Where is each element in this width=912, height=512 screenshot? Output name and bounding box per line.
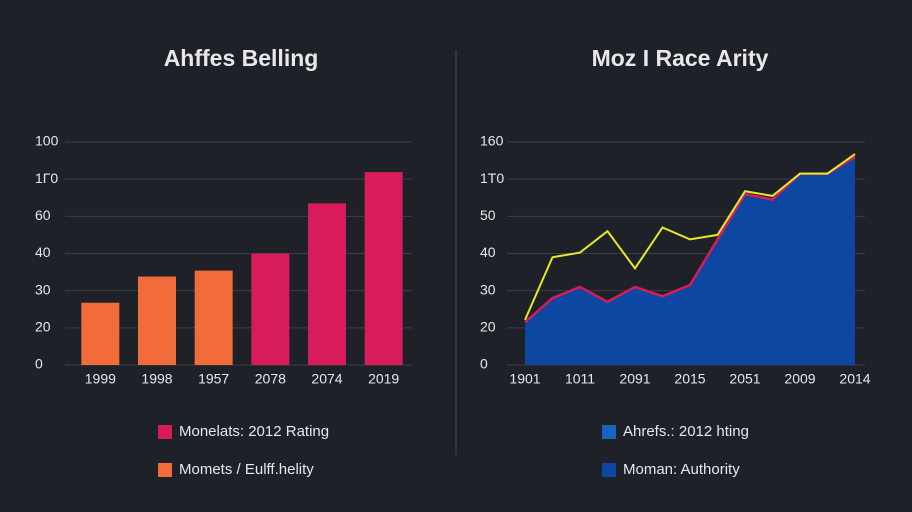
- y-tick-label: 0: [480, 356, 488, 372]
- legend-swatch: [158, 425, 172, 439]
- y-tick-label: 1T0: [480, 170, 504, 186]
- legend-swatch: [158, 463, 172, 477]
- line: [524, 153, 856, 321]
- y-tick-label: 160: [480, 133, 504, 149]
- x-tick-label: 2051: [729, 371, 760, 387]
- chart-title: Moz I Race Arity: [592, 45, 769, 71]
- chart-title: Ahffes Belling: [164, 45, 319, 71]
- bar: [81, 302, 120, 365]
- x-tick-label: 2014: [839, 371, 870, 387]
- bar: [194, 270, 233, 365]
- y-tick-label: 1Г0: [35, 170, 58, 186]
- area: [525, 156, 855, 365]
- legend-label: Monelats: 2012 Rating: [179, 423, 329, 440]
- y-tick-label: 20: [480, 319, 496, 335]
- bar: [308, 203, 346, 365]
- y-tick-label: 50: [480, 207, 496, 223]
- bar: [364, 172, 403, 365]
- x-tick-label: 1999: [85, 371, 116, 387]
- bar: [251, 253, 290, 365]
- x-tick-label: 2019: [368, 371, 399, 387]
- y-tick-label: 40: [35, 244, 51, 260]
- y-tick-label: 30: [480, 281, 496, 297]
- legend-swatch: [602, 425, 616, 439]
- legend-swatch: [602, 463, 616, 477]
- y-tick-label: 30: [35, 281, 51, 297]
- y-tick-label: 0: [35, 356, 43, 372]
- x-tick-label: 1998: [141, 371, 172, 387]
- x-tick-label: 2015: [674, 371, 705, 387]
- y-tick-label: 60: [35, 207, 51, 223]
- x-tick-label: 2091: [619, 371, 650, 387]
- legend-label: Ahrefs.: 2012 hting: [623, 423, 749, 440]
- y-tick-label: 40: [480, 244, 496, 260]
- bar: [138, 276, 176, 365]
- y-tick-label: 100: [35, 133, 59, 149]
- x-tick-label: 1901: [509, 371, 540, 387]
- y-tick-label: 20: [35, 319, 51, 335]
- x-tick-label: 2009: [784, 371, 815, 387]
- x-tick-label: 1011: [565, 371, 595, 387]
- x-tick-label: 2074: [311, 371, 342, 387]
- legend-label: Moman: Authority: [623, 461, 740, 478]
- x-tick-label: 2078: [255, 371, 286, 387]
- x-tick-label: 1957: [198, 371, 229, 387]
- legend-label: Momets / Eulff.helity: [179, 461, 314, 478]
